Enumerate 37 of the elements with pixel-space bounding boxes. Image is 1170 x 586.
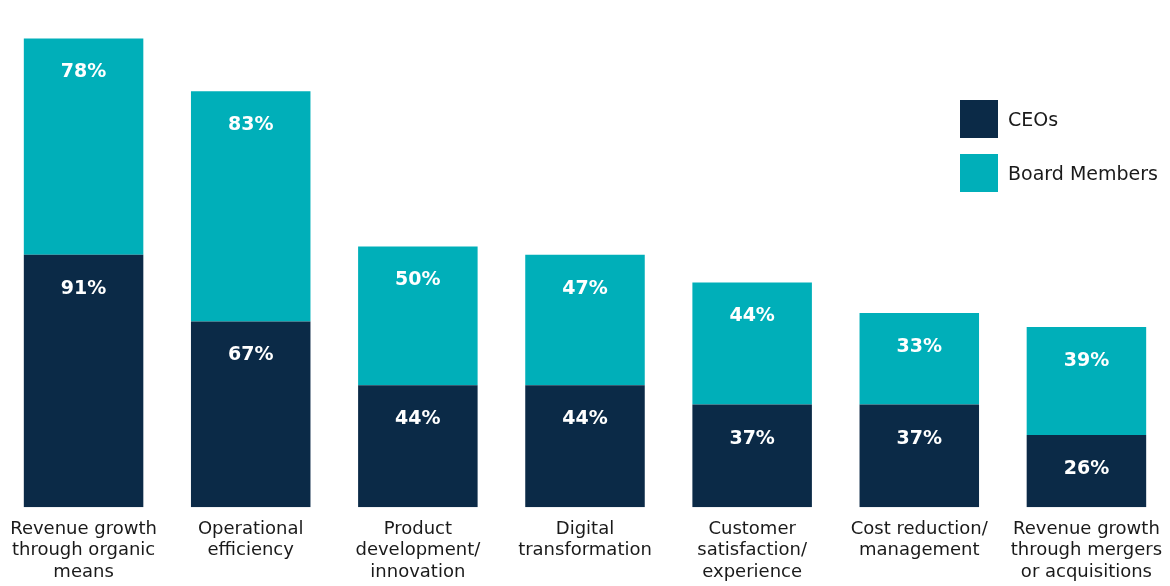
data-label: 37%	[729, 425, 775, 448]
x-tick-label: Digital transformation	[518, 516, 652, 560]
bar	[859, 404, 980, 508]
data-label: 44%	[562, 406, 608, 429]
bar	[358, 246, 478, 386]
data-label: 78%	[60, 59, 107, 82]
legend-label: CEOs	[1008, 108, 1059, 130]
data-label: 91%	[60, 275, 107, 298]
bar	[692, 404, 812, 508]
data-label: 44%	[395, 406, 441, 429]
data-label: 67%	[227, 342, 274, 365]
x-tick-label: Customer satisfaction/ experience	[697, 516, 808, 581]
x-tick-label: Revenue growth through mergers or acquisitions	[1010, 516, 1163, 581]
legend-label: Board Members	[1008, 162, 1158, 184]
data-label: 83%	[227, 112, 274, 135]
bar	[358, 385, 478, 508]
x-tick-label: Product development/ innovation	[355, 516, 482, 581]
bar	[23, 38, 144, 255]
bar	[525, 385, 645, 508]
x-tick-label: Cost reduction/ management	[850, 516, 989, 560]
bar	[190, 321, 311, 508]
data-label: 33%	[896, 334, 943, 356]
data-label: 26%	[1063, 456, 1110, 479]
bar	[692, 282, 812, 405]
bar	[859, 313, 980, 405]
data-label: 47%	[562, 275, 608, 298]
bar	[23, 254, 144, 508]
bar	[1026, 435, 1147, 508]
x-tick-label: Revenue growth through organic means	[10, 516, 157, 581]
data-label: 39%	[1063, 347, 1110, 370]
x-tick-label: Operational efficiency	[197, 516, 304, 560]
data-label: 37%	[896, 425, 943, 448]
bar	[190, 91, 311, 322]
data-label: 50%	[395, 267, 441, 290]
data-label: 44%	[729, 303, 775, 326]
bar	[525, 254, 645, 386]
bar	[1026, 326, 1147, 436]
